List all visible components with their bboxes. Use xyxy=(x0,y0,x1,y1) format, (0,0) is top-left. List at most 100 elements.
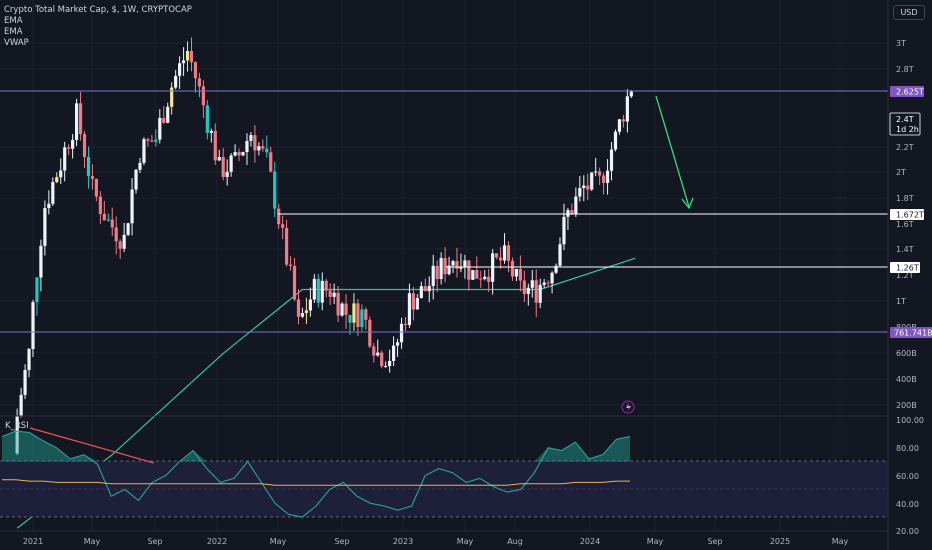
price-tick-label: 200B xyxy=(896,401,917,410)
candle-body xyxy=(78,103,83,135)
candle-body xyxy=(403,323,408,326)
candle-body xyxy=(495,253,499,258)
candle-body xyxy=(193,62,198,79)
time-tick-label: May xyxy=(832,537,849,546)
candle-body xyxy=(376,352,380,356)
candle-body xyxy=(19,394,23,417)
candle-body xyxy=(312,278,316,300)
candle-body xyxy=(384,366,388,368)
candle-body xyxy=(189,51,194,63)
currency-button[interactable]: USD xyxy=(893,5,925,20)
candle-body xyxy=(229,155,233,172)
candle-body xyxy=(502,245,507,261)
svg-text:1.672T: 1.672T xyxy=(896,211,924,220)
indicator-ema-2[interactable]: EMA xyxy=(4,27,23,37)
chart-legend: Crypto Total Market Cap, $, 1W, CRYPTOCA… xyxy=(4,5,192,49)
candle-body xyxy=(411,293,415,310)
candle-body xyxy=(360,309,364,328)
svg-text:2.625T: 2.625T xyxy=(896,88,924,97)
candle-body xyxy=(566,210,570,217)
candle-body xyxy=(617,119,622,132)
indicator-vwap[interactable]: VWAP xyxy=(4,38,29,48)
down-arrow-annotation[interactable] xyxy=(655,95,694,210)
candle-body xyxy=(261,146,265,149)
candle-body xyxy=(602,175,606,183)
price-tick-label: 600B xyxy=(896,349,917,358)
candle-body xyxy=(538,284,542,303)
price-tick-label: 2T xyxy=(896,168,906,177)
candlestick-series xyxy=(15,37,633,456)
candle-body xyxy=(178,63,182,76)
candle-body xyxy=(166,106,170,123)
candle-body xyxy=(491,253,495,282)
time-tick-label: 2024 xyxy=(580,537,600,546)
candle-body xyxy=(110,219,114,228)
rsi-signal-line xyxy=(2,479,630,486)
candle-body xyxy=(399,323,404,343)
candle-body xyxy=(23,370,27,395)
candle-body xyxy=(43,208,47,246)
price-tag-2625t[interactable]: 2.625T xyxy=(890,86,924,97)
rsi-indicator-label[interactable]: K_RSI xyxy=(5,421,29,431)
rsi-trendline[interactable] xyxy=(29,427,155,464)
candle-body xyxy=(356,303,360,328)
symbol-title[interactable]: Crypto Total Market Cap, $, 1W, CRYPTOCA… xyxy=(4,5,192,15)
candle-body xyxy=(285,227,289,265)
candle-body xyxy=(332,292,336,297)
price-tick-label: 400B xyxy=(896,375,917,384)
candle-body xyxy=(506,245,511,261)
rsi-tick-label: 60.00 xyxy=(896,472,919,481)
indicator-ema-1[interactable]: EMA xyxy=(4,16,23,26)
candle-body xyxy=(142,139,146,163)
candle-body xyxy=(372,346,376,356)
candle-body xyxy=(27,349,31,371)
candle-body xyxy=(368,319,372,347)
candle-body xyxy=(570,210,574,215)
svg-text:2.4T: 2.4T xyxy=(896,115,914,124)
candle-body xyxy=(380,352,384,367)
candle-body xyxy=(67,147,71,149)
candle-body xyxy=(257,146,261,151)
candle-body xyxy=(530,280,534,288)
lightning-icon[interactable] xyxy=(621,400,635,414)
candle-body xyxy=(554,265,558,273)
candle-body xyxy=(328,290,332,297)
candle-body xyxy=(304,310,309,314)
candle-body xyxy=(459,266,463,269)
candle-body xyxy=(273,171,277,209)
price-tag-1672t[interactable]: 1.672T xyxy=(890,209,924,220)
candle-body xyxy=(415,298,419,310)
candle-body xyxy=(90,176,95,179)
price-tick-label: 1.2T xyxy=(896,271,914,280)
price-tick-label: 1.4T xyxy=(896,245,914,254)
time-tick-label: May xyxy=(457,537,474,546)
candle-body xyxy=(391,345,396,361)
candle-body xyxy=(439,258,443,280)
candle-body xyxy=(118,241,122,249)
candle-body xyxy=(126,223,130,235)
candle-body xyxy=(35,277,39,303)
candle-body xyxy=(558,244,562,266)
price-tag-current[interactable]: 2.4T 1d 2h xyxy=(889,112,921,136)
candle-body xyxy=(479,278,483,280)
candle-body xyxy=(106,219,110,221)
rsi-overbought-fill xyxy=(2,431,630,462)
candle-body xyxy=(122,234,126,249)
candle-body xyxy=(130,189,134,224)
candle-body xyxy=(542,282,546,285)
candle-body xyxy=(217,156,221,161)
candle-body xyxy=(300,313,305,317)
time-tick-label: May xyxy=(270,537,287,546)
candle-body xyxy=(340,303,344,316)
price-tag-761b[interactable]: 761.741B xyxy=(890,327,932,338)
candle-body xyxy=(277,208,281,225)
time-tick-label: 2021 xyxy=(23,537,43,546)
svg-text:1d 2h: 1d 2h xyxy=(896,125,919,134)
candle-body xyxy=(201,86,205,106)
price-tag-126t[interactable]: 1.26T xyxy=(890,262,920,273)
candle-body xyxy=(471,270,475,280)
candle-body xyxy=(498,257,503,261)
candle-body xyxy=(625,96,629,122)
candle-body xyxy=(407,293,412,326)
